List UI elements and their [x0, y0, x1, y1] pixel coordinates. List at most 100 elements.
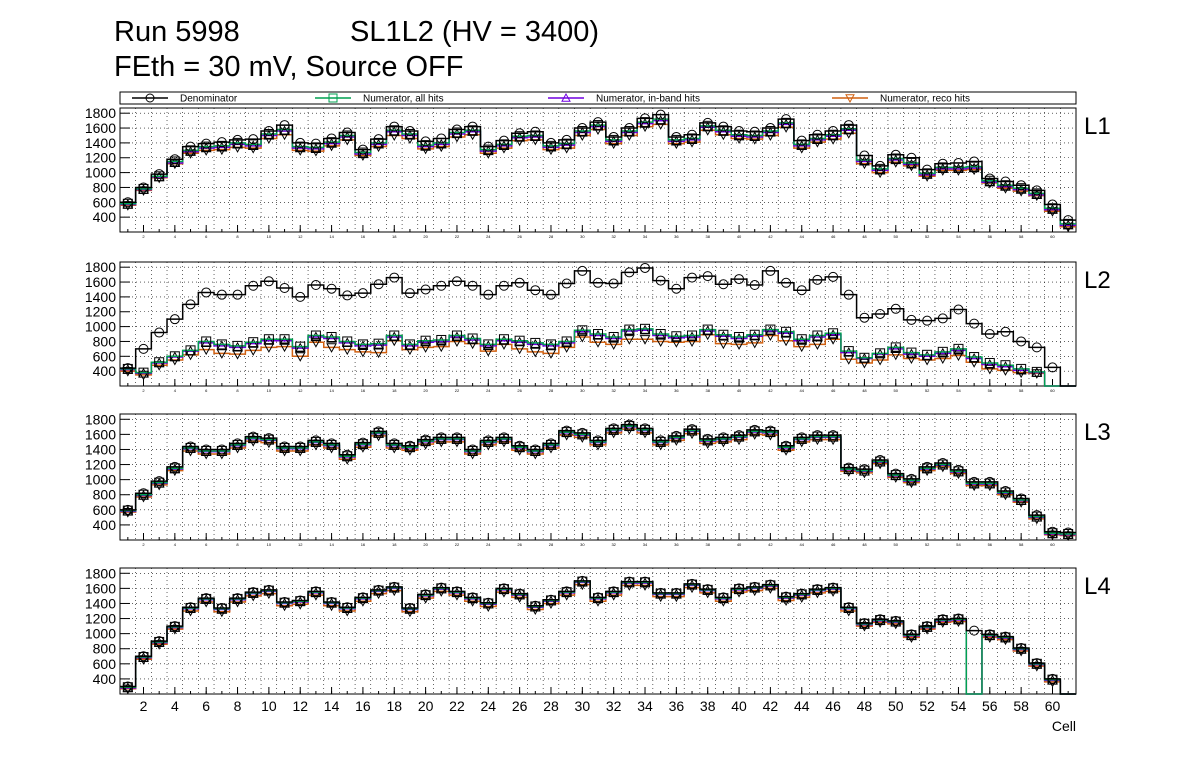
marker-circle — [859, 312, 870, 323]
x-tick-label-small: 22 — [455, 388, 460, 393]
marker-circle — [593, 592, 603, 603]
marker-circle — [796, 588, 807, 599]
y-tick-label: 600 — [93, 348, 117, 364]
x-tick-label-small: 54 — [956, 388, 961, 393]
marker-square — [295, 341, 306, 352]
marker-square — [514, 335, 525, 346]
marker-circle — [828, 582, 839, 593]
marker-circle — [640, 576, 651, 587]
marker-circle — [577, 265, 588, 276]
x-tick-label-small: 30 — [580, 388, 585, 393]
marker-circle — [530, 600, 541, 611]
x-tick-label-small: 24 — [486, 388, 491, 393]
x-tick-label-small: 56 — [988, 234, 993, 239]
marker-circle — [671, 587, 682, 598]
marker-circle — [248, 280, 259, 291]
x-tick-label-small: 28 — [549, 234, 554, 239]
marker-circle — [451, 586, 462, 597]
marker-circle — [671, 131, 682, 142]
marker-circle — [969, 476, 980, 487]
marker-circle — [593, 117, 603, 128]
marker-circle — [781, 440, 792, 451]
marker-triangle-down — [953, 351, 964, 362]
marker-triangle-up — [639, 118, 651, 128]
marker-circle — [1047, 199, 1058, 210]
marker-circle — [1031, 510, 1042, 521]
marker-circle — [201, 287, 212, 298]
y-tick-label: 800 — [93, 333, 117, 349]
marker-circle — [890, 615, 901, 626]
marker-triangle-up — [859, 155, 870, 166]
marker-circle — [937, 313, 948, 324]
marker-triangle-down — [138, 370, 149, 381]
x-tick-label-small: 4 — [174, 542, 177, 547]
x-tick-label: 48 — [857, 698, 873, 714]
marker-square — [545, 339, 556, 350]
y-tick-label: 1400 — [85, 441, 116, 457]
marker-circle — [295, 137, 306, 148]
marker-square — [389, 125, 400, 136]
marker-square — [545, 140, 556, 151]
marker-triangle-up — [185, 146, 196, 156]
marker-triangle-up — [200, 337, 212, 348]
marker-circle — [859, 150, 870, 161]
marker-triangle-up — [216, 340, 228, 351]
marker-square — [687, 133, 698, 144]
x-tick-label: 22 — [449, 698, 465, 714]
marker-circle — [357, 592, 368, 603]
marker-triangle-down — [984, 178, 996, 189]
x-tick-label: 4 — [171, 698, 179, 714]
legend-label: Numerator, reco hits — [880, 94, 970, 105]
x-tick-label-small: 54 — [956, 542, 961, 547]
marker-circle — [310, 138, 321, 149]
marker-triangle-up — [326, 138, 337, 148]
marker-square — [640, 323, 651, 334]
layer-label-l4: L4 — [1084, 573, 1111, 600]
marker-triangle-up — [718, 330, 729, 341]
marker-triangle-down — [874, 355, 886, 366]
legend-label: Denominator — [180, 94, 238, 105]
x-tick-label-small: 52 — [925, 542, 930, 547]
x-tick-label-small: 16 — [361, 234, 366, 239]
marker-circle — [969, 625, 980, 636]
x-tick-label: 30 — [575, 698, 591, 714]
marker-square — [640, 117, 651, 128]
marker-circle — [483, 141, 494, 152]
marker-triangle-up — [623, 325, 635, 336]
marker-circle — [937, 458, 948, 469]
x-tick-label-small: 28 — [549, 388, 554, 393]
marker-circle — [1047, 673, 1058, 684]
marker-triangle-up — [561, 337, 573, 348]
marker-circle — [655, 109, 666, 120]
marker-square — [420, 335, 431, 346]
marker-square — [890, 153, 901, 164]
marker-square — [843, 123, 854, 134]
run-title: Run 5998 — [114, 16, 240, 48]
series-denominator — [120, 575, 1076, 695]
marker-triangle-up — [576, 326, 588, 336]
marker-triangle-up — [388, 126, 400, 136]
x-tick-label: 56 — [982, 698, 998, 714]
marker-square — [216, 140, 227, 151]
x-tick-label: 34 — [637, 698, 653, 714]
marker-circle — [749, 581, 760, 592]
x-tick-label-small: 6 — [205, 542, 208, 547]
marker-circle — [467, 280, 478, 291]
marker-circle — [687, 272, 698, 283]
legend-entry-2: Numerator, all hits — [315, 93, 444, 105]
x-tick-label: 32 — [606, 698, 622, 714]
marker-triangle-up — [827, 130, 839, 141]
legend-entry-1: Denominator — [132, 93, 238, 105]
marker-circle — [906, 473, 917, 484]
marker-triangle-up — [827, 329, 839, 339]
marker-circle — [373, 426, 384, 437]
marker-square — [326, 331, 337, 342]
marker-triangle-down — [310, 338, 322, 348]
marker-circle — [295, 291, 306, 302]
marker-circle — [436, 432, 447, 443]
marker-triangle-up — [765, 325, 776, 336]
y-tick-label: 400 — [93, 363, 117, 379]
marker-circle — [451, 276, 462, 287]
